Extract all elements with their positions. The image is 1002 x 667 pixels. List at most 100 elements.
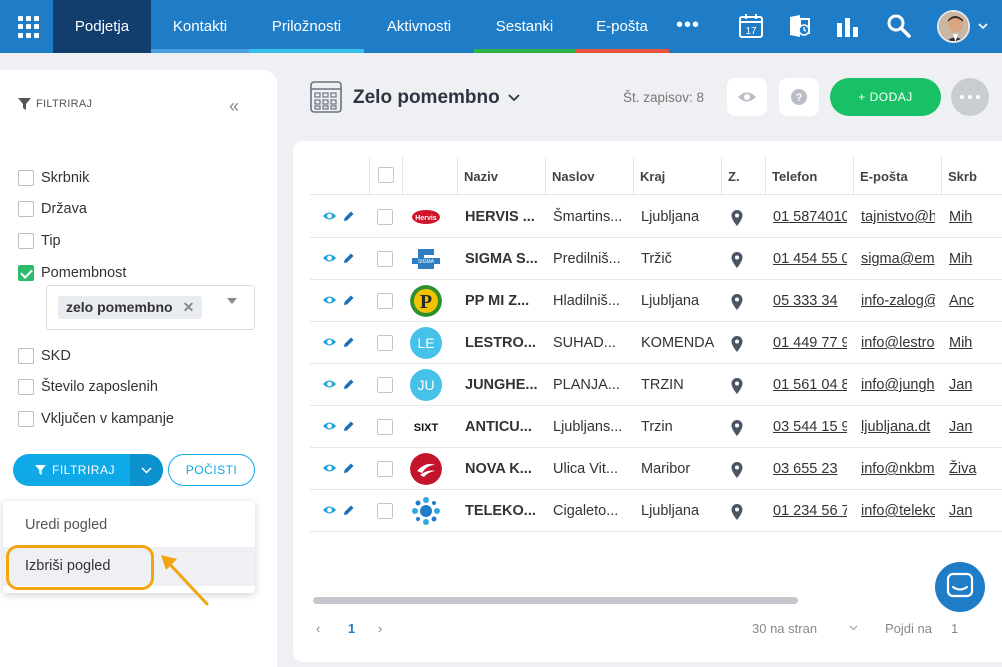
eye-icon[interactable] bbox=[322, 420, 337, 432]
tab-podjetja[interactable]: Podjetja bbox=[53, 0, 151, 53]
pencil-icon[interactable] bbox=[343, 420, 355, 432]
more-tabs-button[interactable]: ••• bbox=[676, 14, 701, 36]
filter-button[interactable]: FILTRIRAJ bbox=[13, 454, 163, 486]
view-selector[interactable]: Zelo pomembno bbox=[353, 87, 520, 109]
map-pin-icon[interactable] bbox=[730, 378, 744, 394]
row-checkbox[interactable] bbox=[377, 377, 393, 393]
tab-kontakti[interactable]: Kontakti bbox=[151, 0, 249, 53]
tab-e-posta[interactable]: E-pošta bbox=[575, 0, 669, 53]
checkbox-checked[interactable] bbox=[18, 265, 34, 281]
more-actions-button[interactable] bbox=[951, 78, 989, 116]
header-zemljevid[interactable]: Z. bbox=[721, 157, 765, 195]
cell-naziv[interactable]: NOVA K... bbox=[465, 461, 532, 477]
row-checkbox[interactable] bbox=[377, 209, 393, 225]
exchange-icon[interactable] bbox=[786, 13, 812, 39]
row-checkbox[interactable] bbox=[377, 251, 393, 267]
cell-e-posta[interactable]: ljubljana.dt bbox=[861, 419, 931, 435]
cell-skrbnik[interactable]: Jan bbox=[949, 377, 973, 393]
cell-skrbnik[interactable]: Mih bbox=[949, 209, 973, 225]
eye-icon[interactable] bbox=[322, 336, 337, 348]
table-row[interactable]: P PP MI Z... Hladilniš... Ljubljana 05 333 3… bbox=[310, 280, 1002, 322]
cell-telefon[interactable]: 01 234 56 7 bbox=[773, 503, 847, 519]
preview-toggle-button[interactable] bbox=[727, 78, 767, 116]
cell-telefon[interactable]: 01 449 77 9 bbox=[773, 335, 847, 351]
cell-skrbnik[interactable]: Jan bbox=[949, 419, 973, 435]
cell-telefon[interactable]: 01 58740100 bbox=[773, 209, 847, 225]
search-icon[interactable] bbox=[886, 13, 912, 39]
checkbox[interactable] bbox=[18, 411, 34, 427]
cell-skrbnik[interactable]: Živa bbox=[949, 461, 977, 477]
cell-e-posta[interactable]: tajnistvo@h bbox=[861, 209, 935, 225]
eye-icon[interactable] bbox=[322, 252, 337, 264]
user-avatar[interactable] bbox=[937, 10, 970, 43]
cell-e-posta[interactable]: info@jungh bbox=[861, 377, 935, 393]
cell-naziv[interactable]: TELEKO... bbox=[465, 503, 536, 519]
cell-skrbnik[interactable]: Mih bbox=[949, 335, 973, 351]
chevron-down-icon[interactable] bbox=[978, 21, 988, 31]
cell-e-posta[interactable]: info@nkbm bbox=[861, 461, 935, 477]
eye-icon[interactable] bbox=[322, 462, 337, 474]
pencil-icon[interactable] bbox=[343, 252, 355, 264]
cell-naziv[interactable]: HERVIS ... bbox=[465, 209, 535, 225]
filter-skrbnik[interactable]: Skrbnik bbox=[18, 168, 89, 188]
header-skrbnik[interactable]: Skrb bbox=[941, 157, 1002, 195]
tab-sestanki[interactable]: Sestanki bbox=[474, 0, 575, 53]
header-naslov[interactable]: Naslov bbox=[545, 157, 633, 195]
cell-naziv[interactable]: SIGMA S... bbox=[465, 251, 538, 267]
map-pin-icon[interactable] bbox=[730, 504, 744, 520]
horizontal-scrollbar[interactable] bbox=[313, 597, 798, 604]
map-pin-icon[interactable] bbox=[730, 462, 744, 478]
table-row[interactable]: LE LESTRO... SUHAD... KOMENDA 01 449 77 9 inf… bbox=[310, 322, 1002, 364]
cell-skrbnik[interactable]: Anc bbox=[949, 293, 974, 309]
filter-stevilo-zaposlenih[interactable]: Število zaposlenih bbox=[18, 377, 158, 397]
cell-e-posta[interactable]: info-zalog@ bbox=[861, 293, 935, 309]
filter-vkljucen-v-kampanje[interactable]: Vključen v kampanje bbox=[18, 409, 174, 429]
calendar-icon[interactable]: 17 bbox=[738, 13, 764, 39]
analytics-icon[interactable] bbox=[835, 13, 861, 39]
goto-page-input[interactable]: 1 bbox=[951, 621, 959, 636]
apps-grid-icon[interactable] bbox=[18, 16, 40, 38]
header-e-posta[interactable]: E-pošta bbox=[853, 157, 941, 195]
table-row[interactable]: NOVA K... Ulica Vit... Maribor 03 655 23 inf… bbox=[310, 448, 1002, 490]
cell-naziv[interactable]: ANTICU... bbox=[465, 419, 532, 435]
cell-telefon[interactable]: 03 655 23 bbox=[773, 461, 838, 477]
checkbox[interactable] bbox=[18, 201, 34, 217]
filter-drzava[interactable]: Država bbox=[18, 199, 87, 219]
row-checkbox[interactable] bbox=[377, 461, 393, 477]
eye-icon[interactable] bbox=[322, 294, 337, 306]
collapse-panel-icon[interactable]: « bbox=[229, 96, 240, 116]
pencil-icon[interactable] bbox=[343, 210, 355, 222]
prev-page-button[interactable]: ‹ bbox=[316, 621, 321, 636]
cell-skrbnik[interactable]: Mih bbox=[949, 251, 973, 267]
table-row[interactable]: SIXT ANTICU... Ljubljans... Trzin 03 544 15 … bbox=[310, 406, 1002, 448]
row-checkbox[interactable] bbox=[377, 419, 393, 435]
header-kraj[interactable]: Kraj bbox=[633, 157, 721, 195]
table-row[interactable]: JU JUNGHE... PLANJA... TRZIN 01 561 04 8 info… bbox=[310, 364, 1002, 406]
cell-naziv[interactable]: PP MI Z... bbox=[465, 293, 530, 309]
filter-skd[interactable]: SKD bbox=[18, 346, 71, 366]
filter-pomembnost[interactable]: Pomembnost bbox=[18, 263, 126, 283]
checkbox[interactable] bbox=[18, 170, 34, 186]
cell-telefon[interactable]: 01 454 55 0 bbox=[773, 251, 847, 267]
header-telefon[interactable]: Telefon bbox=[765, 157, 853, 195]
cell-skrbnik[interactable]: Jan bbox=[949, 503, 973, 519]
pencil-icon[interactable] bbox=[343, 294, 355, 306]
filter-tip[interactable]: Tip bbox=[18, 231, 61, 251]
select-all-checkbox[interactable] bbox=[378, 167, 394, 183]
eye-icon[interactable] bbox=[322, 378, 337, 390]
map-pin-icon[interactable] bbox=[730, 210, 744, 226]
next-page-button[interactable]: › bbox=[378, 621, 383, 636]
row-checkbox[interactable] bbox=[377, 293, 393, 309]
map-pin-icon[interactable] bbox=[730, 252, 744, 268]
tab-priloznosti[interactable]: Priložnosti bbox=[249, 0, 364, 53]
table-row[interactable]: SIGMA SIGMA S... Predilniš... Tržič 01 454 5… bbox=[310, 238, 1002, 280]
eye-icon[interactable] bbox=[322, 504, 337, 516]
menu-item-delete-view[interactable]: Izbriši pogled bbox=[3, 547, 255, 586]
cell-telefon[interactable]: 01 561 04 8 bbox=[773, 377, 847, 393]
map-pin-icon[interactable] bbox=[730, 336, 744, 352]
cell-e-posta[interactable]: info@teleko bbox=[861, 503, 935, 519]
map-pin-icon[interactable] bbox=[730, 294, 744, 310]
help-button[interactable]: ? bbox=[779, 78, 819, 116]
current-page[interactable]: 1 bbox=[348, 621, 356, 636]
checkbox[interactable] bbox=[18, 233, 34, 249]
